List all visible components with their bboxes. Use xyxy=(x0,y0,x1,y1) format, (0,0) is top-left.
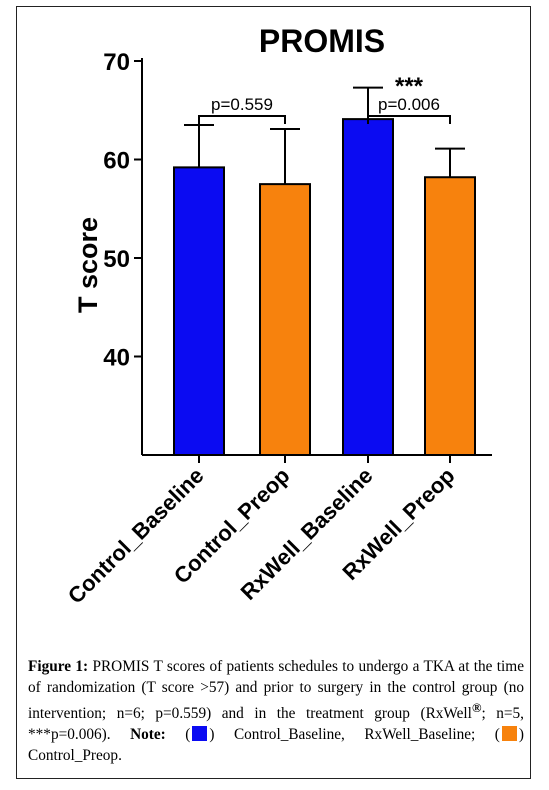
caption-text-1: PROMIS T scores of patients schedules to… xyxy=(28,658,524,723)
significance-stars: *** xyxy=(395,73,424,100)
caption-registered-mark: ® xyxy=(471,701,482,715)
bar xyxy=(173,166,225,456)
caption-baseline-legend: ) Control_Baseline, RxWell_Baseline; ( xyxy=(209,726,500,744)
y-tick-label: 40 xyxy=(103,345,130,372)
y-tick-label: 60 xyxy=(103,148,130,175)
figure-frame xyxy=(16,6,531,779)
legend-swatch-blue xyxy=(192,726,208,742)
y-tick-label: 70 xyxy=(103,49,130,76)
legend-swatch-orange xyxy=(501,726,517,742)
p-value-label: p=0.559 xyxy=(211,95,273,114)
bar xyxy=(259,183,311,456)
caption-paren-open: ( xyxy=(165,726,191,744)
chart-title: PROMIS xyxy=(259,23,385,59)
caption-text-2: ; n=5, ***p=0.006). xyxy=(28,705,524,744)
bar xyxy=(342,118,394,457)
p-value-label: p=0.006 xyxy=(378,95,440,114)
bar-chart: PROMIS T score 40506070Control_BaselineC… xyxy=(63,23,492,608)
caption-figure-label: Figure 1: xyxy=(28,658,89,675)
y-tick-label: 50 xyxy=(103,246,130,273)
caption-preop-legend: ) Control_Preop. xyxy=(28,726,524,765)
caption-note-label: Note: xyxy=(130,726,166,744)
bar xyxy=(424,176,476,456)
significance-bracket xyxy=(367,115,451,124)
figure-caption: Figure 1: PROMIS T scores of patients sc… xyxy=(28,656,524,766)
y-axis-label: T score xyxy=(73,217,103,313)
significance-bracket xyxy=(198,115,286,124)
